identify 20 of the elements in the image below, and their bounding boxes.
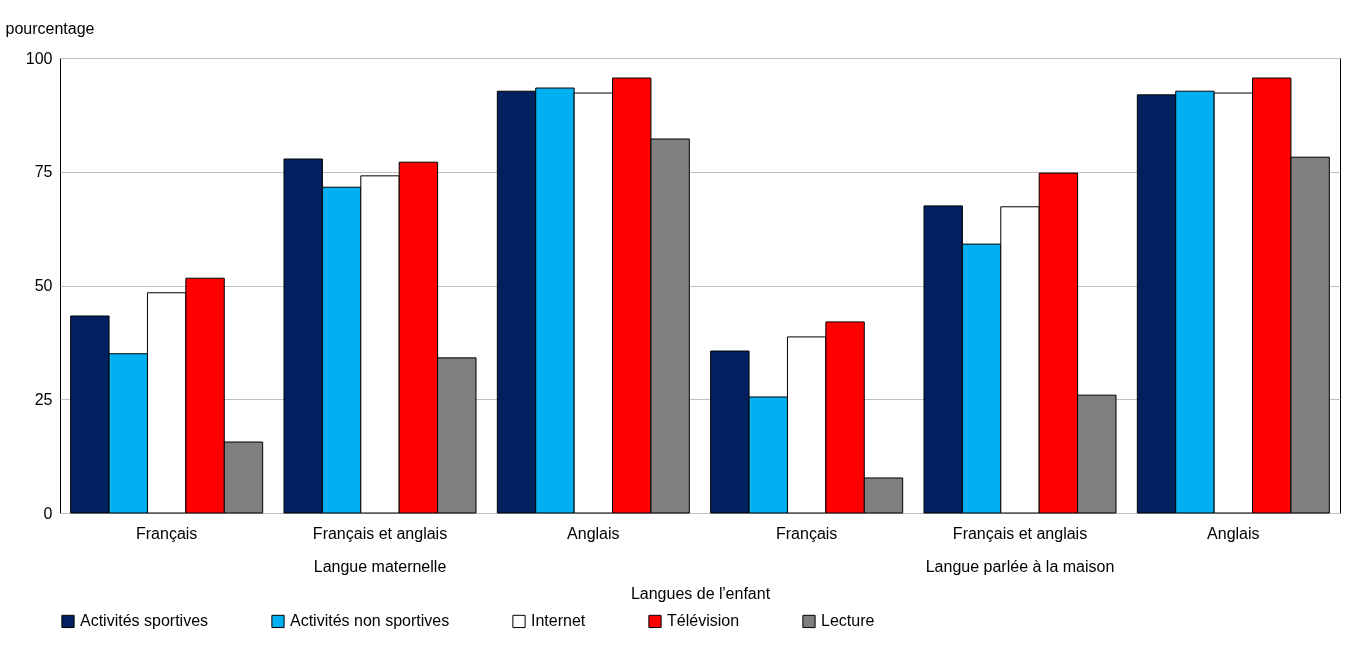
x-tick-label: Anglais	[1207, 524, 1260, 542]
x-tick-label: Français	[775, 524, 838, 542]
legend-label: Lecture	[821, 612, 875, 630]
y-axis-title: pourcentage	[5, 19, 95, 37]
y-tick-label: 100	[25, 49, 53, 67]
legend-label: Activités non sportives	[290, 612, 450, 630]
x-tick-label: Français	[135, 524, 198, 542]
y-tick-label: 0	[43, 504, 53, 522]
y-tick-label: 50	[34, 277, 53, 294]
x-axis-title: Langues de l'enfant	[630, 584, 771, 602]
x-tick-label: Français et anglais	[952, 524, 1088, 542]
x-tick-label: Anglais	[567, 524, 620, 542]
y-tick-label: 25	[34, 390, 53, 408]
x-tick-label: Français et anglais	[312, 524, 448, 542]
legend-label: Internet	[531, 612, 586, 630]
legend-label: Activités sportives	[80, 612, 209, 630]
legend-label: Télévision	[667, 612, 740, 630]
text: Langue parlée à la maison	[925, 558, 1115, 575]
text: Langue maternelle	[313, 558, 447, 575]
y-tick-label: 75	[34, 163, 53, 181]
